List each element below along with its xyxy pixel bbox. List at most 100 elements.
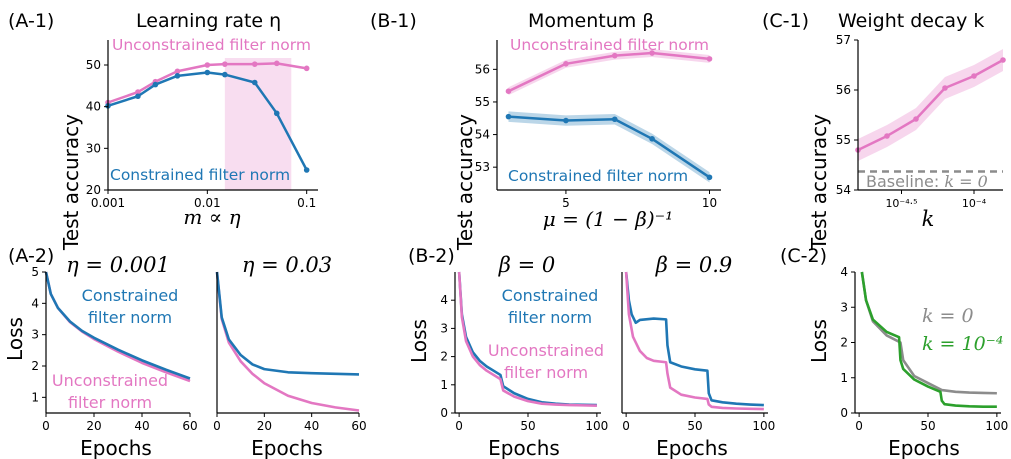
x-tick-label: 5 bbox=[562, 196, 570, 210]
label-c2-k1: k = 10⁻⁴ bbox=[922, 333, 1003, 355]
shaded-region bbox=[224, 58, 292, 190]
y-tick-label: 2 bbox=[31, 359, 39, 373]
y-tick-label: 5 bbox=[31, 265, 39, 279]
ylabel-c1: Test accuracy bbox=[807, 114, 831, 251]
y-tick-label: 50 bbox=[86, 58, 101, 72]
y-tick-label: 4 bbox=[31, 296, 39, 310]
ylabel-c2: Loss bbox=[807, 319, 831, 363]
ylabel-b2: Loss bbox=[407, 319, 431, 363]
label-b2-unconstrained-1: Unconstrained bbox=[488, 341, 604, 360]
x-tick-label: 50 bbox=[920, 419, 935, 433]
x-tick-label: 0.01 bbox=[194, 196, 221, 210]
panel-label-a2: (A-2) bbox=[8, 245, 54, 267]
x-tick-label: 100 bbox=[985, 419, 1008, 433]
ylabel-a2: Loss bbox=[3, 317, 27, 361]
data-point bbox=[505, 88, 512, 94]
x-tick-label: 0 bbox=[622, 419, 630, 433]
x-tick-label: 100 bbox=[752, 419, 775, 433]
y-tick-label: 53 bbox=[475, 160, 490, 174]
label-b1-constrained: Constrained filter norm bbox=[508, 167, 688, 185]
x-tick-label: 60 bbox=[351, 419, 366, 433]
panel-label-c2: (C-2) bbox=[780, 245, 827, 267]
data-point bbox=[303, 65, 310, 72]
series-line-2 bbox=[624, 271, 764, 411]
data-point bbox=[303, 167, 310, 173]
y-tick-label: 20 bbox=[86, 183, 101, 197]
data-point bbox=[251, 61, 258, 67]
y-tick-label: 1 bbox=[840, 371, 848, 385]
data-point bbox=[222, 61, 228, 67]
x-tick-label: 0.1 bbox=[297, 196, 316, 210]
label-b2-unconstrained-2: filter norm bbox=[504, 363, 588, 382]
chart-a1: 0.001 0.01 0.1 20 30 40 50 bbox=[86, 40, 318, 210]
title-a2-right: η = 0.03 bbox=[242, 253, 332, 277]
data-point bbox=[649, 136, 655, 142]
ylabel-b1: Test accuracy bbox=[453, 114, 477, 251]
x-tick-label: 0 bbox=[213, 419, 221, 433]
data-point bbox=[174, 68, 181, 75]
data-point bbox=[204, 69, 211, 76]
title-b2-left: β = 0 bbox=[498, 253, 555, 277]
title-c1: Weight decay k bbox=[838, 10, 984, 32]
series-line-2 bbox=[860, 271, 997, 408]
chart-b2-right: 0 50 100 bbox=[621, 271, 775, 433]
label-c2-k0: k = 0 bbox=[922, 305, 974, 327]
data-point bbox=[611, 116, 618, 123]
data-point bbox=[971, 73, 977, 79]
series-line-1 bbox=[215, 271, 360, 412]
data-point bbox=[152, 81, 159, 88]
y-tick-label: 4 bbox=[840, 265, 848, 279]
y-tick-label: 57 bbox=[836, 33, 851, 47]
series-line-1 bbox=[860, 271, 997, 395]
x-tick-label: 0 bbox=[455, 419, 463, 433]
y-tick-label: 30 bbox=[86, 141, 101, 155]
chart-c1: 10⁻⁴·⁵ 10⁻⁴ 54 55 56 57 bbox=[836, 33, 1006, 210]
label-a1-unconstrained: Unconstrained filter norm bbox=[112, 36, 311, 54]
label-b1-unconstrained: Unconstrained filter norm bbox=[510, 36, 709, 54]
label-c1-baseline: Baseline: k = 0 bbox=[866, 172, 988, 191]
label-b2-constrained-1: Constrained bbox=[502, 286, 599, 305]
series-line-1 bbox=[857, 58, 1004, 152]
chart-c2: 0 50 100 0 1 2 3 4 bbox=[840, 265, 1008, 433]
series-line-2 bbox=[44, 271, 191, 380]
y-tick-label: 1 bbox=[440, 378, 448, 392]
x-tick-label: 10⁻⁴ bbox=[962, 197, 987, 210]
data-point bbox=[563, 117, 569, 124]
panel-label-a1: (A-1) bbox=[8, 10, 54, 32]
data-point bbox=[913, 116, 919, 122]
data-point bbox=[611, 52, 618, 59]
y-tick-label: 55 bbox=[475, 95, 490, 109]
title-a1: Learning rate η bbox=[136, 10, 281, 32]
x-tick-label: 20 bbox=[86, 419, 101, 433]
xlabel-c1: k bbox=[922, 207, 935, 231]
title-a2-left: η = 0.001 bbox=[66, 253, 170, 277]
series-line-2 bbox=[457, 271, 597, 407]
data-point bbox=[706, 56, 713, 62]
x-tick-label: 60 bbox=[182, 419, 197, 433]
y-tick-label: 55 bbox=[836, 133, 851, 147]
y-tick-label: 40 bbox=[86, 100, 101, 114]
data-point bbox=[222, 71, 228, 78]
y-tick-label: 0 bbox=[440, 406, 448, 420]
label-a2-unconstrained-1: Unconstrained bbox=[52, 371, 168, 390]
data-point bbox=[174, 73, 181, 79]
x-tick-label: 10 bbox=[702, 196, 717, 210]
xlabel-b1: μ = (1 − β)⁻¹ bbox=[543, 207, 673, 231]
y-tick-label: 56 bbox=[475, 62, 490, 76]
xlabel-b2-left: Epochs bbox=[488, 436, 560, 459]
xlabel-c2: Epochs bbox=[888, 436, 960, 459]
data-point bbox=[1000, 57, 1006, 63]
data-point bbox=[273, 60, 280, 67]
y-tick-label: 1 bbox=[31, 390, 39, 404]
series-line-2 bbox=[215, 271, 360, 376]
data-point bbox=[135, 89, 141, 95]
y-tick-label: 2 bbox=[440, 350, 448, 364]
x-tick-label: 0.001 bbox=[91, 196, 125, 210]
title-b1: Momentum β bbox=[528, 10, 654, 32]
label-a2-constrained-1: Constrained bbox=[82, 286, 179, 305]
chart-b1: 5 10 53 54 55 56 bbox=[475, 40, 721, 210]
data-point bbox=[563, 61, 569, 67]
data-point bbox=[204, 62, 211, 68]
y-tick-label: 3 bbox=[840, 300, 848, 314]
